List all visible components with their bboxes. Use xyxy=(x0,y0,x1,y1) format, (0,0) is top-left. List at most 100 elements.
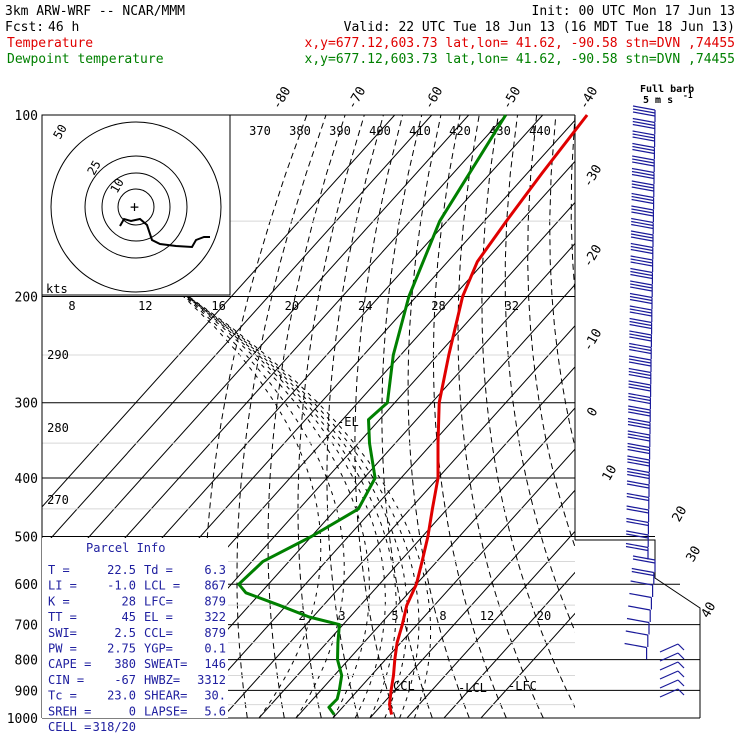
temperature-tick--20: -20 xyxy=(581,242,606,270)
wind-barb-flag xyxy=(627,473,650,480)
wind-barb-6 xyxy=(631,180,655,197)
wind-barb-staff xyxy=(659,688,679,698)
theta-label-440: 440 xyxy=(529,124,551,138)
pressure-label-400: 400 xyxy=(15,472,38,487)
wind-barb-flag xyxy=(631,223,654,230)
wind-barb-staff xyxy=(659,661,679,671)
wind-barb-flag xyxy=(627,445,650,452)
dewpoint-legend-name: Dewpoint temperature xyxy=(7,52,164,67)
pressure-label-700: 700 xyxy=(15,619,38,634)
temperature-tick--70: -70 xyxy=(345,84,370,112)
wind-barb-flag xyxy=(627,420,651,427)
valid-time: Valid: 22 UTC Tue 18 Jun 13 (16 MDT Tue … xyxy=(344,20,735,35)
wind-barb-flag xyxy=(629,320,652,327)
wind-barb-flag xyxy=(631,205,654,211)
wind-barb-staff xyxy=(659,670,679,680)
dry-adiabat-270 xyxy=(267,115,346,718)
wind-barb-low-5 xyxy=(659,688,685,698)
wind-barb-flag xyxy=(631,198,654,205)
dry-adiabat-400 xyxy=(592,115,740,718)
wind-barb-28 xyxy=(627,455,651,472)
hodograph-ring-50 xyxy=(50,121,222,293)
wind-barbs xyxy=(624,105,685,698)
isotherm--10 xyxy=(258,366,575,718)
wind-barb-flag xyxy=(677,679,685,687)
wind-barb-flag xyxy=(632,148,655,155)
temperature-tick--10: -10 xyxy=(581,326,606,354)
wind-barb-36 xyxy=(632,555,656,572)
mixing-ratio-label-8: 8 xyxy=(68,299,75,313)
wind-barb-flag xyxy=(629,311,652,317)
wind-barb-flag xyxy=(628,358,652,364)
wind-barb-flag xyxy=(626,505,649,511)
wind-barb-flag xyxy=(626,533,649,539)
hodograph-center-marker: + xyxy=(130,198,139,216)
wind-barb-3 xyxy=(632,142,656,160)
wind-barb-low-2 xyxy=(659,661,685,671)
dry-adiabats xyxy=(204,115,740,718)
wind-barb-flag xyxy=(626,492,649,499)
wind-barb-8 xyxy=(631,205,655,222)
init-time: Init: 00 UTC Mon 17 Jun 13 xyxy=(532,4,736,19)
wind-barb-flag xyxy=(630,258,653,264)
wind-barb-flag xyxy=(626,530,649,536)
hodograph-ring-label-10: 10 xyxy=(107,176,126,196)
wind-barb-flag xyxy=(631,173,655,180)
wind-barb-flag xyxy=(632,120,655,127)
theta-label-420: 420 xyxy=(449,124,471,138)
wind-barb-flag xyxy=(631,192,654,199)
dry-adiabat-350 xyxy=(481,115,575,709)
wind-barb-flag xyxy=(630,273,653,280)
dry-adiabat-440 xyxy=(671,115,740,718)
mixing-ratio-label-16: 16 xyxy=(211,299,225,313)
wind-barb-flag xyxy=(628,386,651,392)
wind-barb-flag xyxy=(632,130,655,136)
theta-label-410: 410 xyxy=(409,124,431,138)
parcel-label2-5: YGP= xyxy=(144,642,173,656)
wind-barb-flag xyxy=(632,105,656,111)
wind-barb-flag xyxy=(632,123,655,130)
wind-barb-flag xyxy=(629,305,652,311)
isotherm-0 xyxy=(295,407,575,718)
wind-barb-flag xyxy=(631,195,654,202)
temperature-legend-name: Temperature xyxy=(7,36,93,51)
wind-barb-flag xyxy=(632,111,656,117)
temperature-tick-10: 10 xyxy=(600,463,621,484)
wind-barb-42 xyxy=(625,630,649,647)
wind-barb-38 xyxy=(630,580,654,597)
wind-barb-20 xyxy=(628,355,652,372)
el-marker: -EL xyxy=(337,415,359,429)
wind-barb-1 xyxy=(632,117,656,135)
model-title: 3km ARW-WRF -- NCAR/MMM xyxy=(5,4,185,19)
wind-barb-flag xyxy=(631,180,654,186)
wind-barb-31 xyxy=(626,492,650,510)
dry-adiabat-330 xyxy=(432,115,507,718)
wind-barb-flag xyxy=(626,520,649,527)
mixing-ratio-low-label-3: 3 xyxy=(338,609,345,623)
wind-barb-low-1 xyxy=(659,652,685,662)
hodograph-ring-40 xyxy=(84,155,188,259)
wind-barb-flag xyxy=(626,495,649,502)
wind-barb-flag xyxy=(629,292,653,299)
parcel-value2-2: 879 xyxy=(204,594,226,608)
wind-barb-9 xyxy=(631,217,654,235)
dry-adiabat-300 xyxy=(354,115,404,718)
parcel-value2-1: 867 xyxy=(204,579,226,593)
parcel-value-10: 318/20 xyxy=(93,720,136,734)
parcel-value-6: 380 xyxy=(114,657,136,671)
wind-barb-flag xyxy=(627,442,650,449)
parcel-label2-8: SHEAR= xyxy=(144,689,187,703)
wind-barb-flag xyxy=(677,661,685,669)
parcel-label-0: T = xyxy=(48,563,70,577)
hodograph-ring-label-25: 25 xyxy=(84,158,103,178)
parcel-label-4: SWI= xyxy=(48,626,77,640)
wind-barb-flag xyxy=(626,517,649,524)
wind-barb-4 xyxy=(632,155,655,172)
wind-barb-flag xyxy=(630,286,653,292)
wind-barb-29 xyxy=(627,467,650,485)
wind-barb-33 xyxy=(626,517,650,535)
wind-barb-flag xyxy=(624,642,647,649)
hodograph-ring-25 xyxy=(101,172,171,242)
lfc-marker: -LFC xyxy=(508,679,537,693)
isotherm--40 xyxy=(147,242,575,718)
